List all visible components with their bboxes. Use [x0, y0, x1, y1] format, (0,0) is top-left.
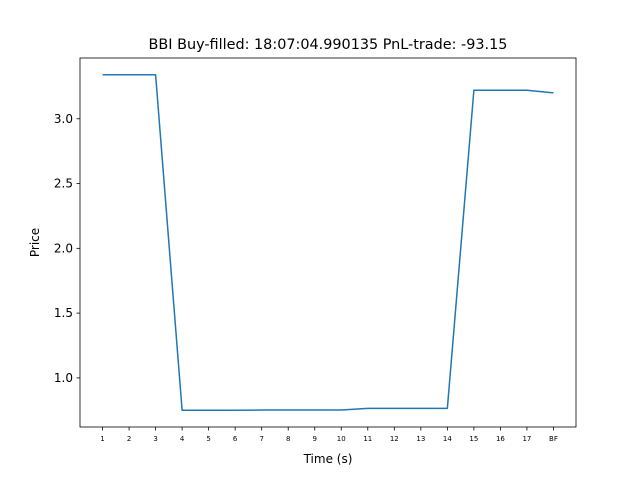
x-tick-label: BF [549, 435, 558, 443]
y-tick-label: 3.0 [54, 112, 73, 126]
x-tick-label: 3 [153, 435, 157, 443]
x-tick-label: 14 [443, 435, 452, 443]
y-tick-label: 2.5 [54, 177, 73, 191]
x-tick-label: 8 [286, 435, 290, 443]
chart-title: BBI Buy-filled: 18:07:04.990135 PnL-trad… [149, 37, 508, 53]
y-axis-ticks: 1.0 1.5 2.0 2.5 3.0 [54, 112, 80, 385]
x-tick-label: 7 [259, 435, 263, 443]
y-tick-label: 1.5 [54, 306, 73, 320]
x-tick-label: 13 [416, 435, 425, 443]
series-line-0 [102, 73, 554, 412]
x-tick-label: 12 [390, 435, 399, 443]
x-tick-label: 11 [363, 435, 372, 443]
x-tick-label: 4 [180, 435, 185, 443]
x-axis-ticks: 1 2 3 4 5 6 7 8 9 10 11 12 13 14 15 16 17 BF [100, 427, 558, 443]
y-tick-label: 1.0 [54, 371, 73, 385]
axes-frame [79, 57, 577, 428]
x-tick-label: 15 [469, 435, 478, 443]
x-tick-label: 2 [127, 435, 131, 443]
x-axis-label: Time (s) [303, 452, 353, 466]
x-tick-label: 9 [313, 435, 317, 443]
x-tick-label: 6 [233, 435, 238, 443]
plot-series [102, 73, 554, 412]
x-tick-label: 1 [100, 435, 104, 443]
y-axis-label: Price [28, 228, 42, 257]
x-tick-label: 17 [522, 435, 531, 443]
x-tick-label: 5 [206, 435, 210, 443]
x-tick-label: 10 [337, 435, 346, 443]
y-tick-label: 2.0 [54, 241, 73, 255]
x-tick-label: 16 [496, 435, 505, 443]
